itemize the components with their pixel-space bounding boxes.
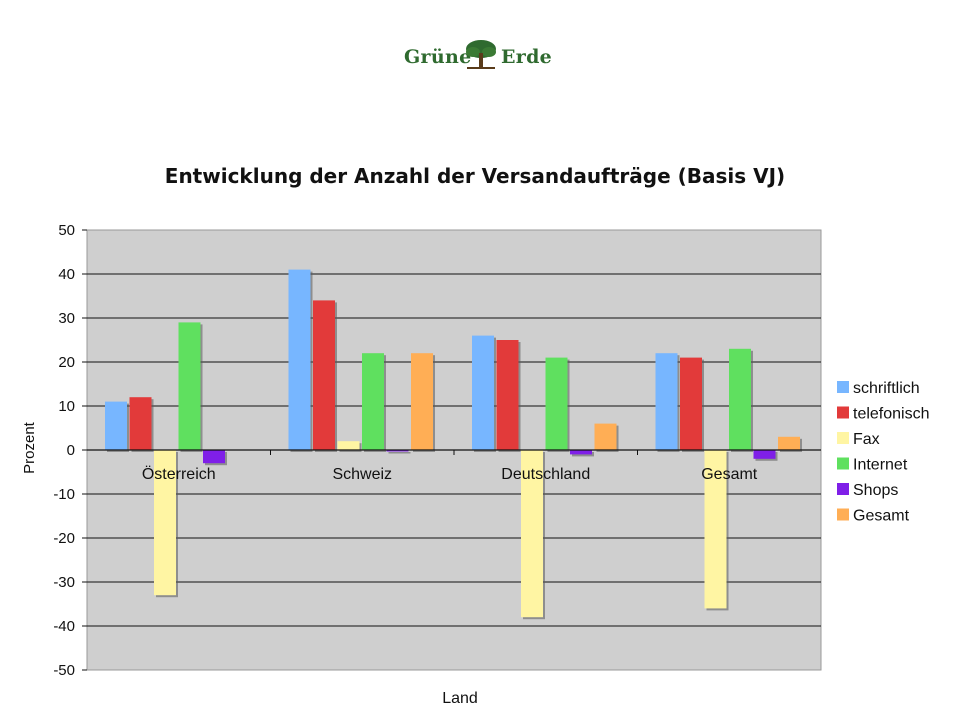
bar-fax: [704, 450, 727, 609]
x-category-label: Österreich: [142, 465, 216, 483]
brand-logo: Grüne Erde: [0, 38, 960, 78]
legend-label: Internet: [853, 457, 908, 474]
legend-swatch: [837, 508, 849, 521]
y-tick-label: 0: [67, 442, 75, 459]
y-axis-title: Prozent: [21, 421, 38, 474]
x-category-label: Gesamt: [701, 466, 758, 483]
legend-swatch: [837, 457, 849, 470]
y-tick-label: 30: [58, 310, 75, 327]
bar-fax: [154, 450, 176, 596]
y-tick-label: 50: [58, 222, 75, 239]
bar-shops: [386, 450, 409, 452]
y-tick-label: 20: [58, 354, 75, 371]
legend-label: Shops: [853, 482, 898, 499]
x-category-label: Deutschland: [501, 466, 590, 483]
legend-swatch: [837, 483, 849, 495]
legend-swatch: [837, 381, 849, 393]
y-tick-label: 10: [58, 398, 75, 415]
legend-swatch: [837, 406, 849, 419]
bar-shadow: [388, 452, 411, 454]
legend-label: telefonisch: [853, 406, 930, 423]
logo-right-word: Erde: [501, 46, 553, 68]
x-axis-title: Land: [442, 690, 478, 707]
bar-telefonisch: [680, 357, 702, 450]
y-tick-label: -40: [53, 618, 75, 635]
legend-label: Fax: [853, 431, 880, 448]
bar-internet: [178, 322, 201, 450]
y-tick-label: -20: [53, 530, 75, 547]
bar-schriftlich: [655, 353, 678, 450]
y-tick-label: -10: [53, 486, 75, 503]
x-category-label: Schweiz: [332, 466, 392, 483]
y-tick-label: -30: [53, 574, 75, 591]
bar-gesamt: [594, 423, 617, 450]
bar-internet: [545, 357, 568, 450]
tree-icon: [466, 40, 496, 69]
bar-schriftlich: [105, 401, 127, 450]
bar-gesamt: [411, 353, 433, 450]
y-tick-label: 40: [58, 266, 75, 283]
bar-fax: [521, 450, 543, 618]
bar-gesamt: [778, 436, 800, 450]
y-tick-label: -50: [53, 662, 75, 679]
bar-telefonisch: [129, 397, 152, 450]
legend-label: schriftlich: [853, 380, 920, 397]
bar-shops: [570, 450, 592, 455]
bar-shops: [753, 450, 776, 459]
legend-swatch: [837, 432, 849, 444]
bar-internet: [729, 348, 751, 450]
bar-schriftlich: [288, 269, 311, 450]
bar-telefonisch: [496, 340, 519, 450]
bar-schriftlich: [472, 335, 494, 450]
bar-internet: [362, 353, 384, 450]
logo-left-word: Grüne: [404, 46, 472, 68]
legend-label: Gesamt: [853, 508, 910, 525]
bar-telefonisch: [313, 300, 335, 450]
bar-shops: [203, 450, 225, 464]
bar-fax: [337, 441, 360, 450]
chart-title: Entwicklung der Anzahl der Versandaufträ…: [164, 164, 786, 188]
